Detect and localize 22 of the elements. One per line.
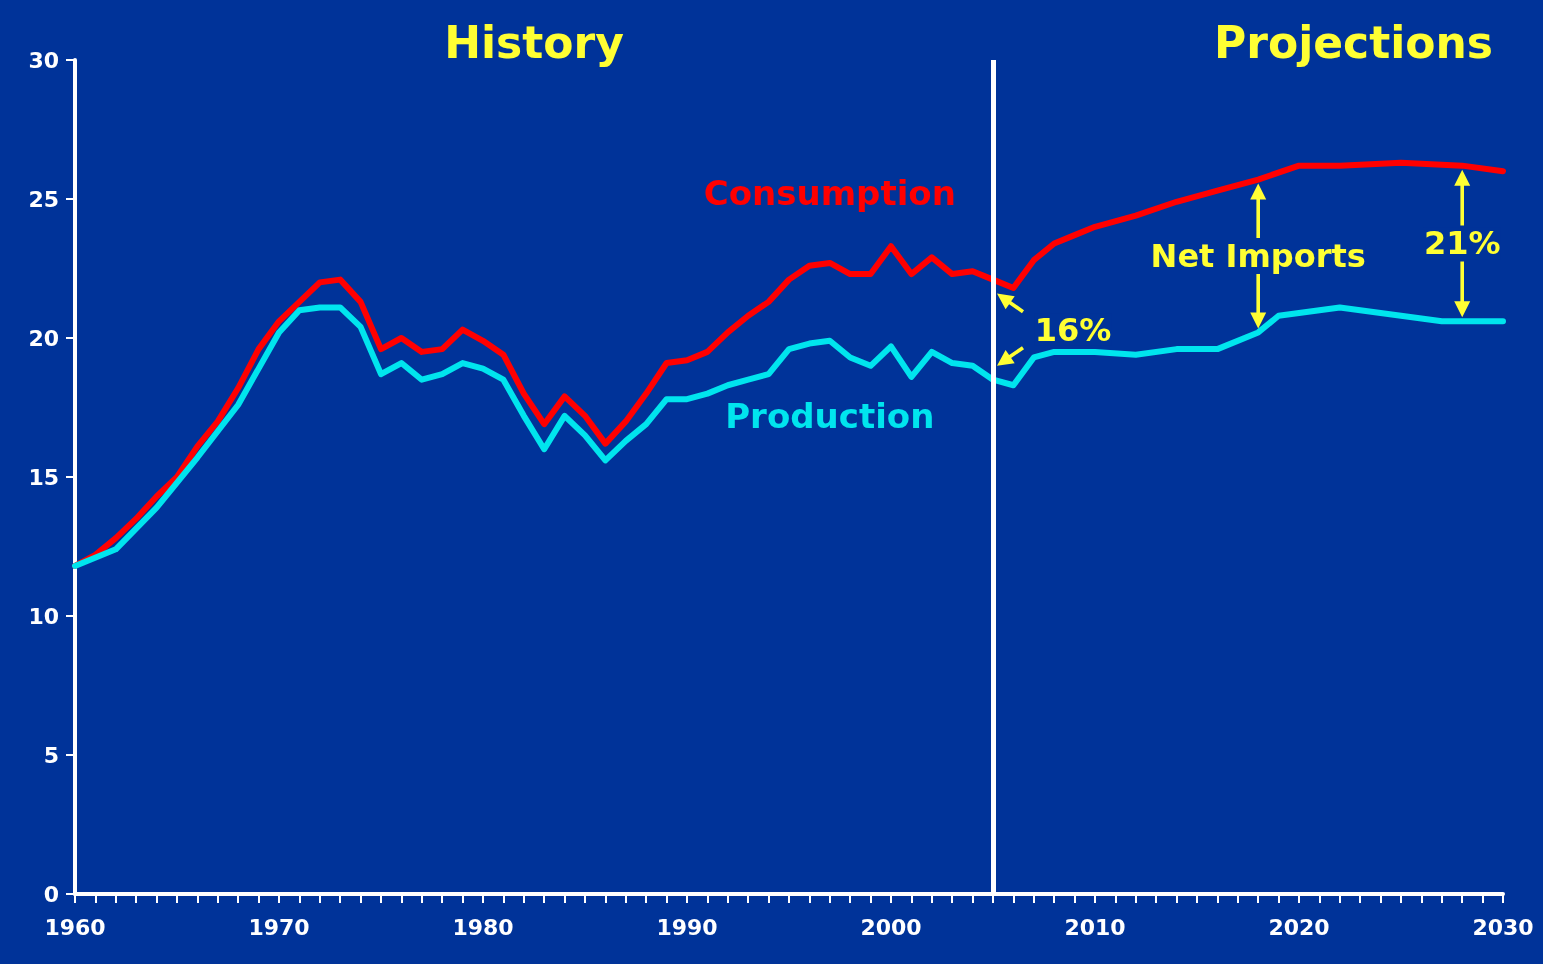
x-tick-label: 1990 bbox=[656, 914, 718, 940]
annotation: Projections bbox=[1213, 16, 1493, 68]
x-tick-label: 1960 bbox=[44, 914, 106, 940]
annotation: Net Imports bbox=[1150, 236, 1366, 275]
x-tick-label: 2010 bbox=[1064, 914, 1126, 940]
series-label: Production bbox=[725, 395, 935, 436]
y-tick-label: 30 bbox=[28, 47, 59, 73]
y-tick-label: 25 bbox=[28, 186, 59, 212]
y-tick-label: 20 bbox=[28, 325, 59, 351]
x-tick-label: 2030 bbox=[1472, 914, 1534, 940]
series-label: Consumption bbox=[703, 172, 956, 213]
y-tick-label: 0 bbox=[43, 881, 59, 907]
y-tick-label: 5 bbox=[43, 742, 59, 768]
annotation: History bbox=[444, 16, 624, 68]
x-tick-label: 1970 bbox=[248, 914, 310, 940]
y-tick-label: 10 bbox=[28, 603, 59, 629]
x-tick-label: 2000 bbox=[860, 914, 922, 940]
x-tick-label: 1980 bbox=[452, 914, 514, 940]
x-tick-label: 2020 bbox=[1268, 914, 1330, 940]
annotation: 21% bbox=[1423, 224, 1501, 263]
y-tick-label: 15 bbox=[28, 464, 59, 490]
annotation: 16% bbox=[1034, 310, 1112, 349]
